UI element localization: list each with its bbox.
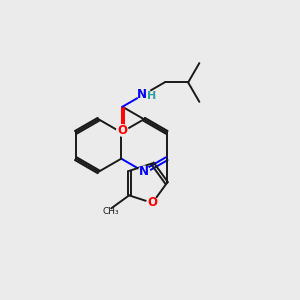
Text: N: N bbox=[139, 165, 149, 178]
Text: O: O bbox=[117, 124, 128, 137]
Text: O: O bbox=[147, 196, 158, 209]
Text: CH₃: CH₃ bbox=[103, 207, 120, 216]
Circle shape bbox=[138, 166, 150, 178]
Text: N: N bbox=[137, 88, 147, 101]
Text: H: H bbox=[147, 92, 156, 101]
Circle shape bbox=[117, 125, 128, 136]
Circle shape bbox=[147, 197, 158, 208]
Circle shape bbox=[137, 88, 151, 101]
